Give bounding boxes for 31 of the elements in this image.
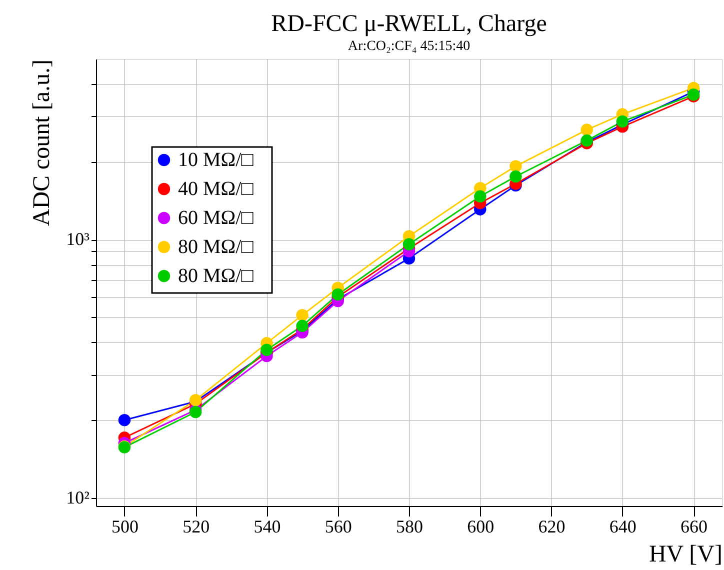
point	[580, 124, 593, 136]
x-tick-label: 660	[680, 516, 708, 536]
x-axis-title: HV [V]	[648, 542, 722, 568]
point	[296, 308, 308, 322]
legend-label: 80 MΩ/□	[178, 236, 254, 258]
legend-label: 80 MΩ/□	[178, 265, 254, 287]
x-tick-label: 520	[182, 516, 210, 536]
chart-subtitle: Ar:CO₂:CF₄ 45:15:40	[348, 39, 470, 54]
y-axis-title: ADC count [a.u.]	[29, 60, 56, 226]
x-tick-label: 640	[609, 516, 636, 536]
x-tick-label: 560	[324, 516, 352, 536]
y-tick-label: 10³	[66, 229, 90, 250]
point	[296, 320, 308, 332]
x-tick-label: 620	[538, 516, 566, 536]
point	[474, 190, 486, 203]
point	[332, 288, 344, 301]
x-tick-label: 540	[254, 516, 281, 536]
point	[118, 414, 131, 426]
y-tick-label: 10²	[66, 487, 90, 508]
point	[510, 170, 522, 183]
x-tick-label: 600	[467, 516, 494, 536]
legend-label: 10 MΩ/□	[178, 149, 254, 171]
x-tick-label: 580	[396, 516, 423, 536]
point	[510, 160, 522, 172]
x-tick-label: 500	[111, 516, 138, 536]
point	[402, 238, 416, 250]
legend-label: 60 MΩ/□	[178, 207, 254, 229]
point	[260, 344, 273, 356]
point	[616, 115, 629, 128]
legend-label: 40 MΩ/□	[178, 178, 254, 200]
chart-title: RD-FCC μ-RWELL, Charge	[271, 11, 547, 37]
